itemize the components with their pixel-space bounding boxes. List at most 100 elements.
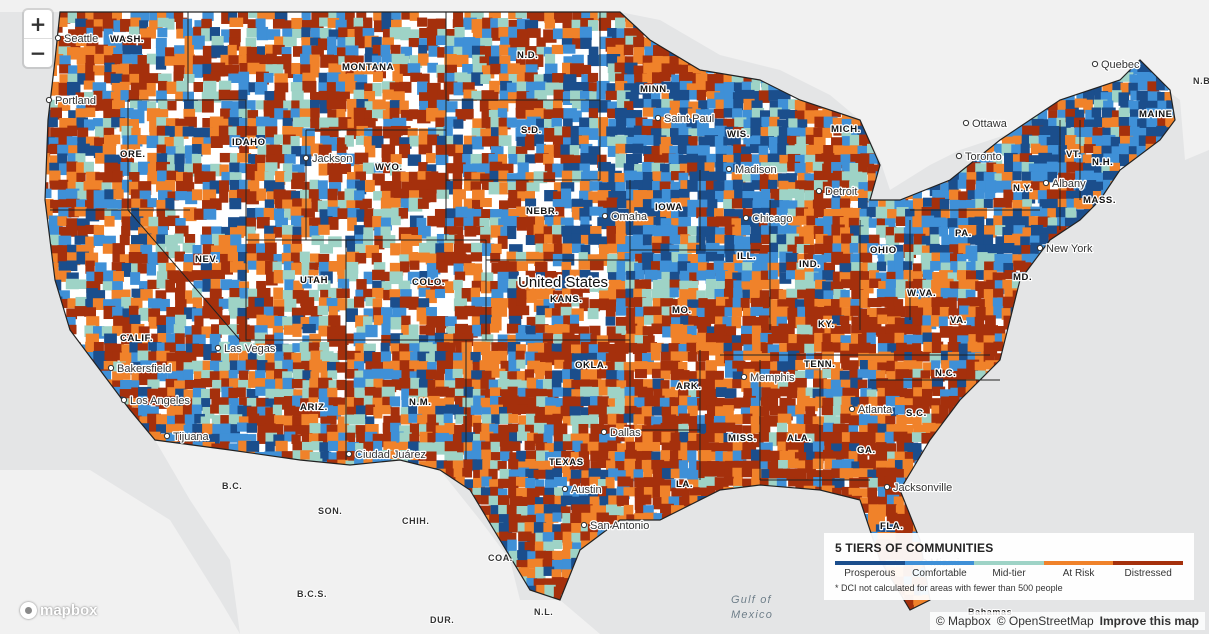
county-cell[interactable] [1128, 100, 1140, 114]
county-cell[interactable] [219, 164, 229, 176]
county-cell[interactable] [66, 225, 78, 237]
county-cell[interactable] [624, 74, 635, 88]
county-cell[interactable] [1129, 109, 1144, 119]
county-cell[interactable] [372, 287, 384, 299]
county-cell[interactable] [471, 90, 485, 101]
county-cell[interactable] [326, 98, 338, 110]
county-cell[interactable] [239, 163, 251, 174]
county-cell[interactable] [67, 11, 77, 24]
county-cell[interactable] [497, 306, 508, 317]
county-cell[interactable] [869, 153, 879, 164]
county-cell[interactable] [121, 198, 133, 209]
county-cell[interactable] [290, 136, 300, 149]
county-cell[interactable] [444, 72, 456, 84]
county-cell[interactable] [283, 110, 294, 122]
county-cell[interactable] [1047, 208, 1057, 218]
county-cell[interactable] [498, 126, 508, 138]
county-cell[interactable] [741, 146, 751, 156]
county-cell[interactable] [490, 136, 502, 150]
county-cell[interactable] [85, 71, 95, 85]
county-cell[interactable] [554, 11, 566, 23]
county-cell[interactable] [310, 99, 320, 112]
county-cell[interactable] [1111, 146, 1121, 160]
county-cell[interactable] [1136, 90, 1151, 103]
county-cell[interactable] [697, 162, 710, 175]
county-cell[interactable] [147, 198, 157, 208]
county-cell[interactable] [266, 53, 277, 65]
county-cell[interactable] [138, 10, 150, 22]
county-cell[interactable] [572, 38, 586, 49]
county-cell[interactable] [544, 19, 556, 29]
county-cell[interactable] [85, 99, 99, 111]
county-cell[interactable] [1047, 145, 1062, 156]
county-cell[interactable] [653, 107, 666, 119]
county-cell[interactable] [390, 216, 401, 226]
county-cell[interactable] [237, 298, 250, 308]
county-cell[interactable] [1101, 107, 1116, 118]
county-cell[interactable] [653, 83, 664, 94]
county-cell[interactable] [364, 91, 376, 105]
county-cell[interactable] [552, 135, 564, 146]
county-cell[interactable] [417, 198, 429, 209]
county-cell[interactable] [652, 119, 664, 130]
county-cell[interactable] [1030, 171, 1042, 183]
county-cell[interactable] [453, 82, 465, 96]
county-cell[interactable] [794, 154, 808, 166]
county-cell[interactable] [121, 74, 132, 85]
county-cell[interactable] [1064, 154, 1076, 169]
county-cell[interactable] [625, 35, 637, 46]
county-cell[interactable] [401, 11, 416, 20]
county-cell[interactable] [903, 261, 913, 271]
county-cell[interactable] [265, 9, 276, 20]
county-cell[interactable] [560, 154, 574, 164]
county-cell[interactable] [758, 145, 769, 158]
county-cell[interactable] [536, 127, 548, 141]
county-cell[interactable] [1028, 155, 1041, 167]
county-cell[interactable] [176, 28, 189, 39]
county-cell[interactable] [579, 163, 590, 177]
county-cell[interactable] [1101, 145, 1116, 155]
county-cell[interactable] [642, 118, 653, 133]
county-cell[interactable] [75, 18, 88, 29]
county-cell[interactable] [147, 163, 159, 175]
county-cell[interactable] [731, 307, 743, 317]
county-cell[interactable] [158, 73, 172, 85]
county-cell[interactable] [542, 333, 554, 344]
county-cell[interactable] [499, 44, 511, 56]
county-cell[interactable] [372, 44, 385, 57]
county-cell[interactable] [1092, 135, 1104, 147]
county-cell[interactable] [488, 153, 503, 164]
county-cell[interactable] [778, 89, 791, 103]
county-cell[interactable] [128, 90, 140, 102]
county-cell[interactable] [112, 53, 126, 65]
county-cell[interactable] [481, 341, 491, 356]
county-cell[interactable] [345, 45, 359, 58]
county-cell[interactable] [606, 126, 618, 139]
county-cell[interactable] [669, 145, 684, 156]
county-cell[interactable] [543, 172, 556, 183]
county-cell[interactable] [930, 234, 940, 245]
county-cell[interactable] [769, 116, 780, 131]
county-cell[interactable] [635, 82, 648, 95]
county-cell[interactable] [408, 109, 419, 120]
county-cell[interactable] [525, 46, 538, 56]
county-cell[interactable] [490, 116, 501, 130]
county-cell[interactable] [353, 55, 364, 67]
county-cell[interactable] [221, 101, 233, 114]
county-cell[interactable] [731, 72, 744, 86]
county-cell[interactable] [309, 225, 320, 237]
county-cell[interactable] [66, 161, 78, 176]
county-cell[interactable] [381, 154, 392, 167]
county-cell[interactable] [507, 288, 518, 299]
county-cell[interactable] [113, 47, 123, 61]
county-cell[interactable] [821, 198, 833, 209]
county-cell[interactable] [1129, 136, 1143, 148]
county-cell[interactable] [1156, 125, 1167, 140]
county-cell[interactable] [66, 81, 81, 96]
county-cell[interactable] [489, 161, 503, 174]
county-cell[interactable] [83, 80, 95, 90]
county-cell[interactable] [157, 11, 171, 22]
county-cell[interactable] [157, 27, 168, 38]
county-cell[interactable] [238, 89, 248, 101]
county-cell[interactable] [1022, 125, 1032, 136]
